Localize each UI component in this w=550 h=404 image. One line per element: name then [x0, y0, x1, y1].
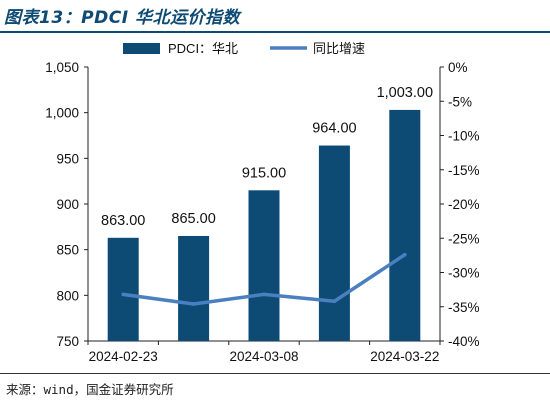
legend: PDCI：华北 同比增速 [123, 41, 365, 56]
y-left-tick-label: 750 [56, 334, 79, 349]
y-right-tick-label: -5% [448, 94, 472, 109]
bars [107, 109, 421, 341]
x-tick-label: 2024-03-22 [370, 349, 439, 364]
legend-bar-label: PDCI：华北 [168, 41, 238, 56]
bar [248, 190, 280, 341]
y-right-tick-label: -35% [448, 300, 480, 315]
chart: PDCI：华北 同比增速 750 800 850 900 950 1,000 1,050 -4… [45, 41, 479, 364]
y-left-tick-label: 1,050 [45, 60, 79, 75]
y-right-tick-label: -25% [448, 231, 480, 246]
x-tick-label: 2024-02-23 [89, 349, 158, 364]
yoy-growth-point [191, 302, 196, 306]
y-left-tick-label: 900 [56, 197, 79, 212]
bar-value-label: 1,003.00 [377, 85, 433, 101]
line-series [121, 252, 407, 306]
legend-line-label: 同比增速 [313, 41, 365, 56]
y-left-tick-label: 850 [56, 243, 79, 258]
y-left-tick-label: 950 [56, 151, 79, 166]
y-left-tick-label: 800 [56, 288, 79, 303]
y-left-tick-label: 1,000 [45, 106, 79, 121]
bar [178, 235, 210, 341]
x-tick-label: 2024-03-08 [229, 349, 298, 364]
legend-bar-swatch [123, 43, 160, 54]
y-right-tick-label: 0% [448, 60, 468, 75]
figure-title: 图表13：PDCI 华北运价指数 [4, 8, 240, 28]
yoy-growth-point [332, 299, 337, 304]
bar [318, 145, 350, 341]
yoy-growth-point [403, 252, 407, 257]
bar [389, 109, 421, 341]
bar-value-label: 915.00 [242, 165, 286, 181]
yoy-growth-point [262, 292, 266, 297]
y-right-tick-label: -15% [448, 163, 480, 178]
bar-value-label: 964.00 [312, 121, 356, 137]
bar-value-label: 863.00 [101, 213, 145, 229]
y-right-tick-label: -30% [448, 266, 480, 281]
y-right-tick-label: -20% [448, 197, 480, 212]
title-rule [0, 31, 550, 33]
bar-labels: 863.00 865.00 915.00 964.00 1,003.00 [101, 85, 433, 229]
bar [107, 237, 139, 341]
y-right-tick-label: -10% [448, 129, 480, 144]
yoy-growth-point [121, 292, 125, 297]
axes: 750 800 850 900 950 1,000 1,050 -40% -35% -30% -25… [45, 60, 479, 364]
bar-value-label: 865.00 [171, 211, 215, 227]
y-right-tick-label: -40% [448, 334, 480, 349]
bottom-rule [0, 373, 550, 374]
source-note: 来源：wind，国金证券研究所 [6, 382, 174, 397]
